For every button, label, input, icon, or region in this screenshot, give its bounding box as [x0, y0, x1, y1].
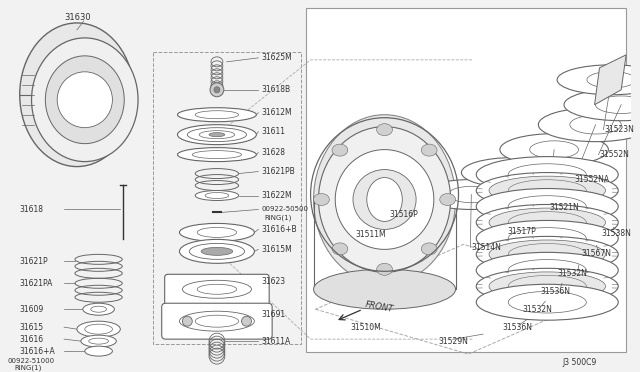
Ellipse shape: [195, 190, 239, 201]
Ellipse shape: [314, 115, 456, 284]
Ellipse shape: [489, 240, 605, 269]
Text: 31529N: 31529N: [439, 337, 468, 346]
Text: 31616: 31616: [20, 335, 44, 344]
Ellipse shape: [45, 56, 124, 144]
Text: 31510M: 31510M: [350, 323, 381, 332]
Ellipse shape: [421, 243, 437, 255]
Text: RING(1): RING(1): [264, 214, 292, 221]
Ellipse shape: [489, 208, 605, 237]
Ellipse shape: [214, 87, 220, 93]
Ellipse shape: [83, 303, 115, 315]
Text: 00922-51000: 00922-51000: [8, 358, 55, 364]
Ellipse shape: [332, 243, 348, 255]
Ellipse shape: [31, 38, 138, 161]
Text: 31628: 31628: [261, 148, 285, 157]
Text: 31611: 31611: [261, 127, 285, 136]
Text: 31532N: 31532N: [523, 305, 552, 314]
Ellipse shape: [367, 177, 403, 221]
Ellipse shape: [84, 346, 113, 356]
Ellipse shape: [57, 72, 113, 128]
Text: FRONT: FRONT: [365, 300, 395, 314]
Text: 31552NA: 31552NA: [575, 175, 610, 184]
Ellipse shape: [440, 193, 456, 205]
Text: 00922-50500: 00922-50500: [261, 206, 308, 212]
Ellipse shape: [210, 83, 224, 97]
Text: 31567N: 31567N: [582, 249, 612, 258]
Ellipse shape: [476, 268, 618, 304]
Text: 31609: 31609: [20, 305, 44, 314]
Text: 31521N: 31521N: [549, 203, 579, 212]
Ellipse shape: [557, 65, 640, 95]
Ellipse shape: [77, 321, 120, 337]
Text: 31523N: 31523N: [604, 125, 634, 134]
Text: 31630: 31630: [64, 13, 91, 22]
Text: 31538N: 31538N: [602, 229, 631, 238]
Ellipse shape: [241, 316, 252, 326]
Ellipse shape: [177, 108, 257, 122]
Ellipse shape: [476, 221, 618, 256]
Text: 31532N: 31532N: [557, 269, 587, 278]
Bar: [306, 8, 626, 352]
Text: 31536N: 31536N: [503, 323, 533, 332]
Ellipse shape: [461, 158, 564, 187]
Ellipse shape: [314, 269, 456, 309]
Text: 31514N: 31514N: [471, 243, 501, 252]
Text: 31618B: 31618B: [261, 85, 291, 94]
Ellipse shape: [179, 240, 254, 263]
Ellipse shape: [182, 316, 192, 326]
Ellipse shape: [335, 150, 434, 249]
Text: 31615: 31615: [20, 323, 44, 332]
Ellipse shape: [421, 144, 437, 156]
Polygon shape: [595, 55, 626, 105]
Ellipse shape: [201, 247, 233, 255]
Ellipse shape: [81, 335, 116, 347]
Text: 31536N: 31536N: [540, 287, 570, 296]
Ellipse shape: [476, 173, 618, 208]
Text: 31611A: 31611A: [261, 337, 291, 346]
Text: 31621PB: 31621PB: [261, 167, 295, 176]
Ellipse shape: [476, 252, 618, 288]
Ellipse shape: [377, 124, 392, 136]
Text: 31552N: 31552N: [600, 150, 629, 159]
Ellipse shape: [177, 148, 257, 161]
Ellipse shape: [209, 133, 225, 137]
Text: 31511M: 31511M: [355, 230, 385, 239]
Ellipse shape: [314, 193, 330, 205]
Text: 31691: 31691: [261, 310, 285, 319]
Ellipse shape: [353, 170, 416, 230]
Ellipse shape: [476, 205, 618, 240]
Ellipse shape: [489, 176, 605, 205]
Text: 31622M: 31622M: [261, 191, 292, 200]
Ellipse shape: [476, 189, 618, 224]
Text: 31625M: 31625M: [261, 53, 292, 62]
Ellipse shape: [538, 108, 640, 142]
Ellipse shape: [20, 23, 134, 167]
FancyBboxPatch shape: [164, 274, 269, 305]
Text: 31618: 31618: [20, 205, 44, 214]
Text: 31621PA: 31621PA: [20, 279, 53, 288]
Ellipse shape: [489, 272, 605, 301]
Ellipse shape: [332, 144, 348, 156]
Ellipse shape: [476, 236, 618, 272]
FancyBboxPatch shape: [162, 303, 272, 339]
Ellipse shape: [319, 127, 451, 272]
Ellipse shape: [420, 180, 523, 209]
Ellipse shape: [564, 89, 640, 121]
Text: RING(1): RING(1): [15, 365, 42, 371]
Ellipse shape: [476, 157, 618, 193]
Text: 31623: 31623: [261, 277, 285, 286]
Text: 31615M: 31615M: [261, 245, 292, 254]
Text: 31616+B: 31616+B: [261, 225, 297, 234]
Ellipse shape: [377, 263, 392, 275]
Ellipse shape: [476, 284, 618, 320]
Ellipse shape: [500, 134, 609, 166]
Text: 31612M: 31612M: [261, 108, 292, 117]
Text: 31517P: 31517P: [508, 227, 536, 236]
Text: 31616+A: 31616+A: [20, 347, 56, 356]
Ellipse shape: [179, 224, 254, 241]
Text: 31516P: 31516P: [390, 210, 418, 219]
Ellipse shape: [177, 125, 257, 145]
Text: J3 500C9: J3 500C9: [562, 357, 596, 366]
Text: 31621P: 31621P: [20, 257, 49, 266]
